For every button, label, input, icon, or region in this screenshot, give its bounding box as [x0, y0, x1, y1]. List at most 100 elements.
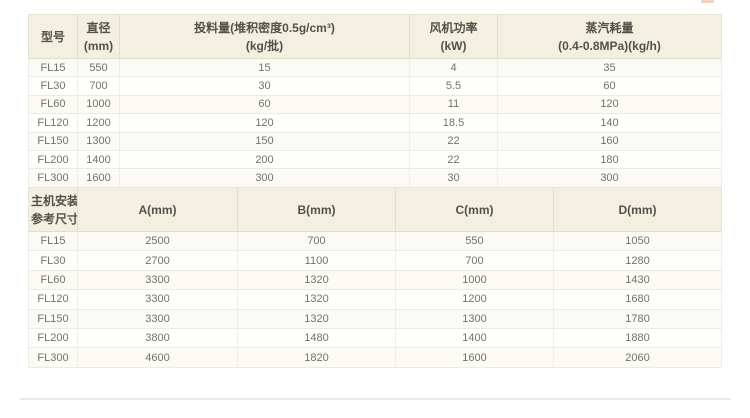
table-cell: 11: [410, 95, 498, 115]
table-cell: 1400: [78, 150, 120, 170]
table-row: FL60 3300 1320 1000 1430: [28, 270, 722, 291]
table-cell: 1430: [554, 270, 722, 291]
table-cell: 1200: [78, 114, 120, 133]
col-header-feed-capacity: 投料量(堆积密度0.5g/cm³) (kg/批): [120, 14, 410, 59]
corner-artifact: [701, 0, 714, 3]
table-cell: 2060: [554, 348, 722, 368]
table-cell: 1480: [238, 328, 396, 349]
cell-model: FL60: [28, 95, 78, 115]
table-row: FL150 3300 1320 1300 1780: [28, 309, 722, 329]
table-cell: 1280: [554, 251, 722, 271]
table-row: FL120 1200 120 18.5 140: [28, 114, 722, 133]
table-cell: 1050: [554, 232, 722, 252]
table-row: FL300 4600 1820 1600 2060: [28, 348, 722, 368]
cell-model: FL200: [28, 150, 78, 170]
col-header-dim-b: B(mm): [238, 187, 396, 232]
col-header-install-ref: 主机安装 参考尺寸: [28, 187, 78, 232]
table-cell: 3300: [78, 270, 238, 291]
table-cell: 120: [498, 95, 722, 115]
table-cell: 4: [410, 59, 498, 78]
cell-model: FL120: [28, 290, 78, 310]
table-cell: 1200: [396, 290, 554, 310]
table-cell: 1000: [78, 95, 120, 115]
table-cell: 22: [410, 132, 498, 151]
table-cell: 1300: [396, 309, 554, 329]
table-cell: 1680: [554, 290, 722, 310]
col-header-model: 型号: [28, 14, 78, 59]
specs-header-row: 型号 直径 (mm) 投料量(堆积密度0.5g/cm³) (kg/批) 风机功率 (k…: [28, 14, 722, 59]
table-row: FL150 1300 150 22 160: [28, 132, 722, 151]
table-cell: 180: [498, 150, 722, 170]
table-cell: 22: [410, 150, 498, 170]
table-row: FL200 3800 1480 1400 1880: [28, 328, 722, 349]
table-cell: 700: [238, 232, 396, 252]
table-cell: 1600: [396, 348, 554, 368]
col-header-diameter: 直径 (mm): [78, 14, 120, 59]
table-cell: 1780: [554, 309, 722, 329]
table-row: FL15 550 15 4 35: [28, 59, 722, 78]
table-cell: 160: [498, 132, 722, 151]
table-cell: 3300: [78, 290, 238, 310]
cell-model: FL300: [28, 169, 78, 188]
table-cell: 1300: [78, 132, 120, 151]
table-cell: 35: [498, 59, 722, 78]
table-cell: 1600: [78, 169, 120, 188]
table-cell: 700: [396, 251, 554, 271]
table-cell: 1320: [238, 290, 396, 310]
col-header-dim-c: C(mm): [396, 187, 554, 232]
table-row: FL60 1000 60 11 120: [28, 95, 722, 115]
table-row: FL15 2500 700 550 1050: [28, 232, 722, 252]
table-cell: 1880: [554, 328, 722, 349]
table-cell: 140: [498, 114, 722, 133]
cell-model: FL120: [28, 114, 78, 133]
table-cell: 60: [498, 77, 722, 96]
cell-model: FL150: [28, 132, 78, 151]
table-cell: 1320: [238, 270, 396, 291]
cell-model: FL60: [28, 270, 78, 291]
table-cell: 150: [120, 132, 410, 151]
table-cell: 15: [120, 59, 410, 78]
table-cell: 60: [120, 95, 410, 115]
cell-model: FL15: [28, 232, 78, 252]
table-row: FL300 1600 300 30 300: [28, 169, 722, 188]
cell-model: FL150: [28, 309, 78, 329]
table-cell: 200: [120, 150, 410, 170]
table-cell: 5.5: [410, 77, 498, 96]
table-cell: 550: [78, 59, 120, 78]
table-cell: 550: [396, 232, 554, 252]
table-row: FL30 2700 1100 700 1280: [28, 251, 722, 271]
table-cell: 2700: [78, 251, 238, 271]
table-cell: 120: [120, 114, 410, 133]
table-cell: 300: [120, 169, 410, 188]
table-cell: 2500: [78, 232, 238, 252]
col-header-steam-consumption: 蒸汽耗量 (0.4-0.8MPa)(kg/h): [498, 14, 722, 59]
table-cell: 1000: [396, 270, 554, 291]
cell-model: FL15: [28, 59, 78, 78]
dimensions-table: 主机安装 参考尺寸 A(mm) B(mm) C(mm) D(mm) FL15 25…: [28, 187, 722, 368]
table-cell: 30: [120, 77, 410, 96]
table-cell: 700: [78, 77, 120, 96]
table-cell: 300: [498, 169, 722, 188]
table-cell: 1820: [238, 348, 396, 368]
cell-model: FL30: [28, 251, 78, 271]
dimensions-header-row: 主机安装 参考尺寸 A(mm) B(mm) C(mm) D(mm): [28, 187, 722, 232]
col-header-fan-power: 风机功率 (kW): [410, 14, 498, 59]
bottom-divider: [20, 398, 731, 400]
cell-model: FL30: [28, 77, 78, 96]
table-cell: 1100: [238, 251, 396, 271]
table-cell: 18.5: [410, 114, 498, 133]
specs-table: 型号 直径 (mm) 投料量(堆积密度0.5g/cm³) (kg/批) 风机功率 (k…: [28, 14, 722, 188]
col-header-dim-d: D(mm): [554, 187, 722, 232]
table-cell: 30: [410, 169, 498, 188]
table-cell: 3800: [78, 328, 238, 349]
table-row: FL200 1400 200 22 180: [28, 150, 722, 170]
table-cell: 1400: [396, 328, 554, 349]
cell-model: FL300: [28, 348, 78, 368]
table-cell: 4600: [78, 348, 238, 368]
table-cell: 3300: [78, 309, 238, 329]
cell-model: FL200: [28, 328, 78, 349]
table-row: FL30 700 30 5.5 60: [28, 77, 722, 96]
table-cell: 1320: [238, 309, 396, 329]
col-header-dim-a: A(mm): [78, 187, 238, 232]
